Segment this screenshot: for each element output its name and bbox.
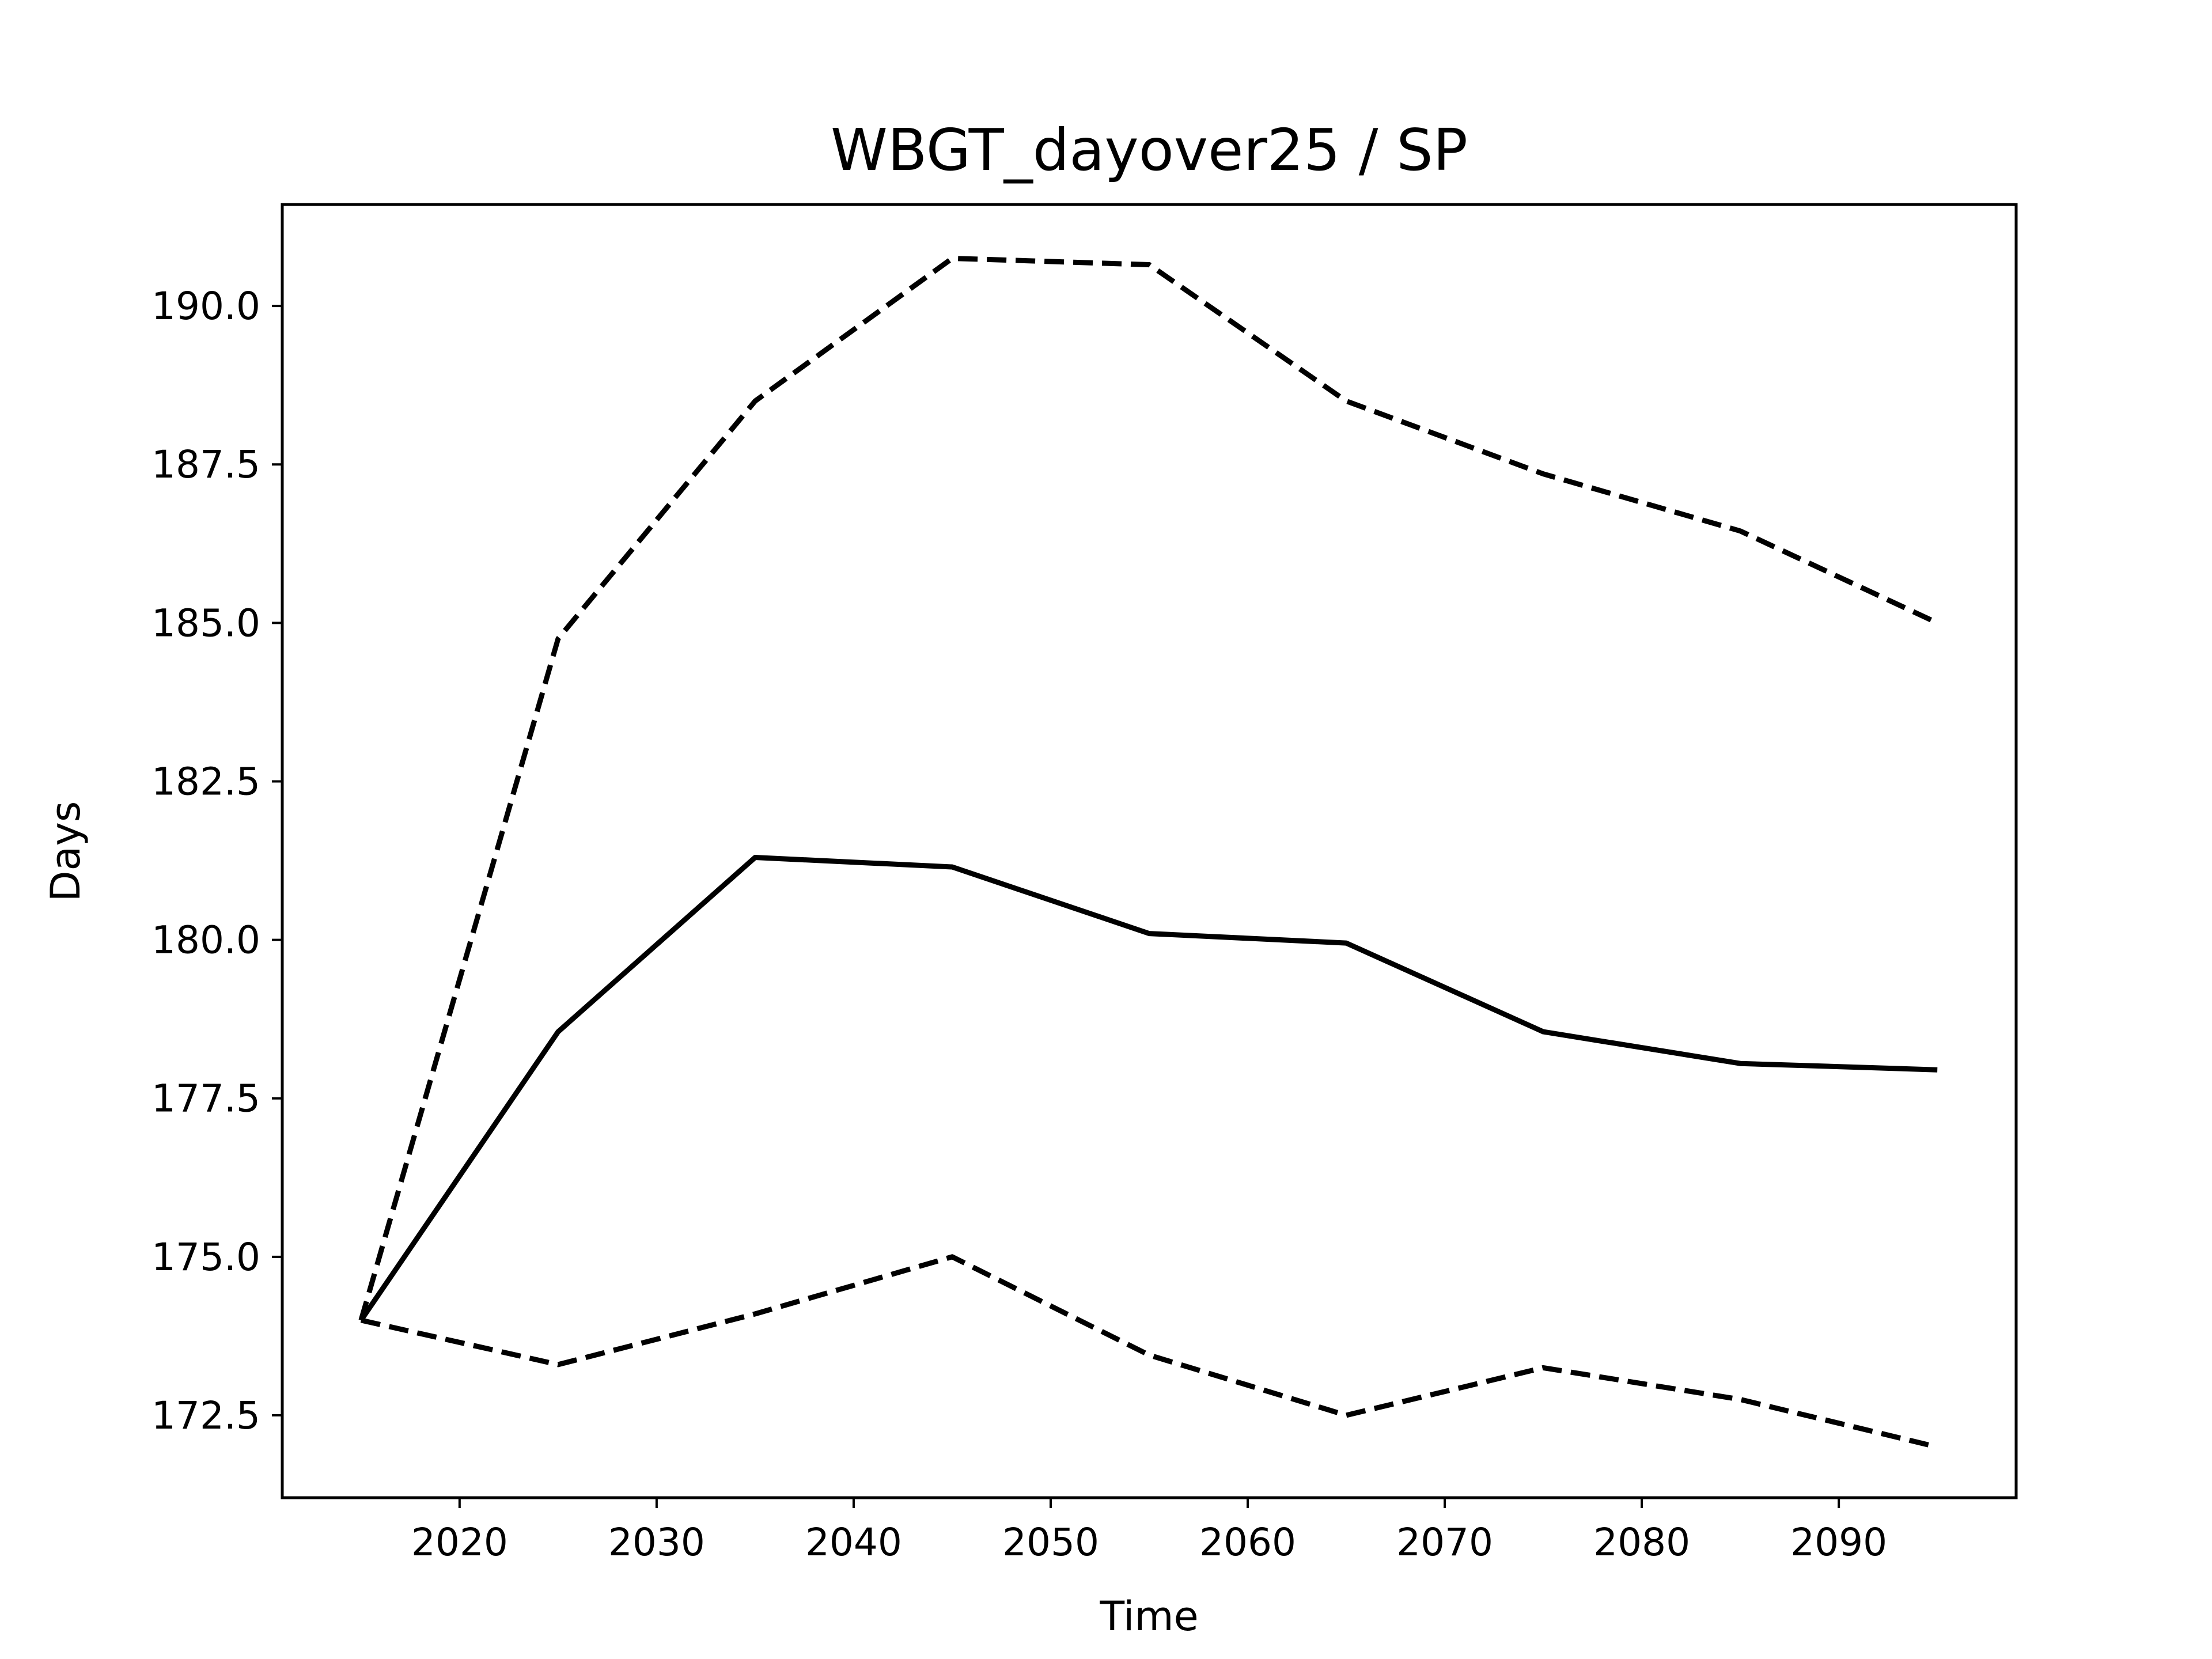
x-tick-label: 2040 (805, 1520, 902, 1565)
x-tick-label: 2020 (411, 1520, 508, 1565)
y-tick-label: 180.0 (151, 918, 260, 963)
series-layer (358, 256, 1939, 1450)
x-tick-label: 2060 (1199, 1520, 1296, 1565)
x-axis: 2020 2030 2040 2050 2060 2070 2080 2090 (411, 1498, 1887, 1565)
plot-frame (281, 203, 2018, 1499)
y-axis: 172.5 175.0 177.5 180.0 182.5 185.0 187.5 190.0 (151, 284, 282, 1438)
x-axis-label: Time (1099, 1593, 1198, 1640)
y-tick-label: 172.5 (151, 1393, 260, 1438)
y-tick-label: 175.0 (151, 1235, 260, 1279)
y-axis-label: Days (42, 801, 89, 902)
y-tick-label: 187.5 (151, 442, 260, 487)
x-tick-label: 2050 (1002, 1520, 1099, 1565)
series-line-1 (358, 256, 1939, 1321)
series-line-2 (359, 855, 1938, 1322)
y-tick-label: 190.0 (151, 284, 260, 328)
x-tick-label: 2090 (1790, 1520, 1887, 1565)
series-line-3 (360, 1254, 1938, 1450)
x-tick-label: 2080 (1593, 1520, 1690, 1565)
x-tick-label: 2070 (1396, 1520, 1493, 1565)
x-tick-label: 2030 (608, 1520, 705, 1565)
chart-title: WBGT_dayover25 / SP (831, 116, 1468, 184)
y-tick-label: 182.5 (151, 759, 260, 804)
y-tick-label: 185.0 (151, 601, 260, 645)
y-tick-label: 177.5 (151, 1077, 260, 1121)
